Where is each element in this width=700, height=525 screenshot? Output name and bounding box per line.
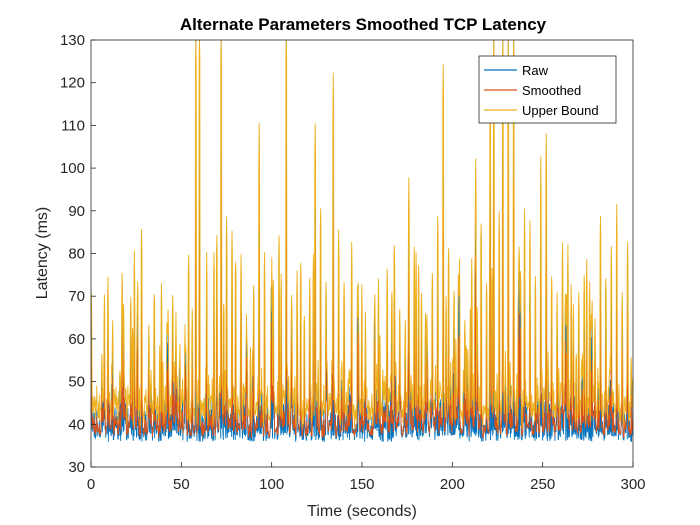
legend: Raw Smoothed Upper Bound bbox=[478, 55, 617, 124]
x-tick-label: 200 bbox=[440, 476, 465, 493]
y-tick-label: 60 bbox=[68, 331, 85, 348]
legend-entry-label: Raw bbox=[522, 63, 549, 78]
x-tick-label: 50 bbox=[173, 476, 190, 493]
upper-bound-series-line bbox=[91, 40, 633, 429]
series-layer bbox=[91, 40, 633, 442]
x-axis: 0 50 100 150 200 250 300 bbox=[87, 462, 646, 493]
y-tick-label: 90 bbox=[68, 203, 85, 220]
x-tick-label: 150 bbox=[349, 476, 374, 493]
y-tick-label: 130 bbox=[60, 32, 85, 49]
y-axis: 30 40 50 60 70 80 90 100 110 120 130 bbox=[60, 32, 96, 476]
smoothed-series-line bbox=[91, 173, 633, 439]
x-tick-label: 0 bbox=[87, 476, 95, 493]
y-axis-label: Latency (ms) bbox=[34, 207, 51, 299]
x-tick-label: 250 bbox=[530, 476, 555, 493]
y-tick-label: 40 bbox=[68, 416, 85, 433]
legend-entry-label: Upper Bound bbox=[522, 103, 599, 118]
y-tick-label: 120 bbox=[60, 75, 85, 92]
x-tick-label: 300 bbox=[620, 476, 645, 493]
y-tick-label: 30 bbox=[68, 459, 85, 476]
y-tick-label: 110 bbox=[61, 117, 85, 134]
chart-title: Alternate Parameters Smoothed TCP Latenc… bbox=[180, 15, 547, 34]
x-axis-label: Time (seconds) bbox=[307, 503, 417, 520]
y-tick-label: 50 bbox=[68, 374, 85, 391]
y-tick-label: 100 bbox=[60, 160, 85, 177]
legend-entry-label: Smoothed bbox=[522, 83, 581, 98]
x-tick-label: 100 bbox=[259, 476, 284, 493]
y-tick-label: 70 bbox=[68, 288, 85, 305]
y-tick-label: 80 bbox=[68, 246, 85, 263]
